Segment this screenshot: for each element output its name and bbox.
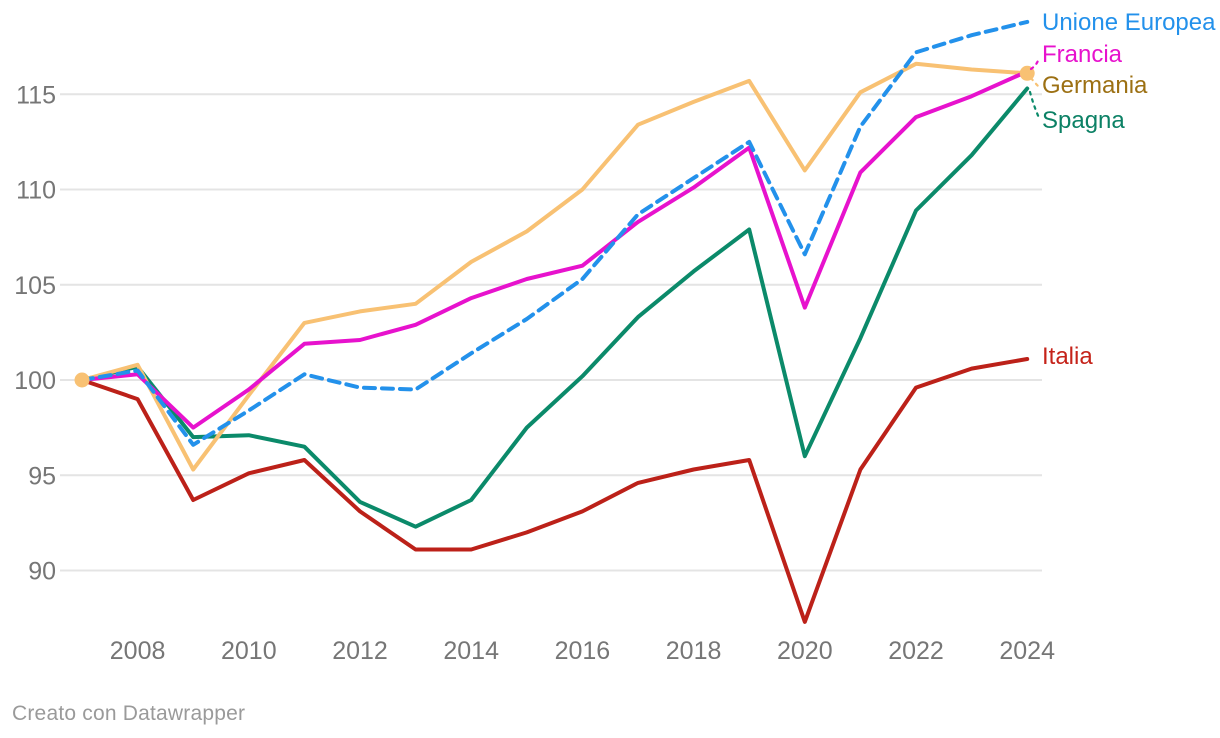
x-axis-tick-label: 2010 — [221, 637, 277, 665]
x-axis-tick-label: 2022 — [888, 637, 944, 665]
y-axis-tick-label: 95 — [28, 462, 56, 490]
series-line-unione-europea — [80, 19, 1030, 447]
legend-leader-francia — [1029, 56, 1041, 71]
x-axis-tick-label: 2020 — [777, 637, 833, 665]
legend-label-unione-europea: Unione Europea — [1042, 9, 1216, 36]
y-axis-tick-label: 100 — [14, 367, 56, 395]
legend-label-germania: Germania — [1042, 72, 1148, 99]
y-axis-tick-label: 110 — [16, 177, 56, 205]
x-axis-tick-label: 2014 — [443, 637, 499, 665]
series-line-germania — [80, 61, 1030, 472]
x-axis-tick-label: 2016 — [555, 637, 611, 665]
x-axis-tick-label: 2024 — [999, 637, 1055, 665]
legend-label-spagna: Spagna — [1042, 107, 1125, 134]
datawrapper-attribution[interactable]: Creato con Datawrapper — [12, 702, 246, 725]
y-axis-tick-label: 90 — [28, 558, 56, 586]
y-axis-tick-label: 105 — [14, 272, 56, 300]
x-axis-tick-label: 2012 — [332, 637, 388, 665]
series-line-francia — [80, 69, 1030, 430]
legend-leader-germania — [1029, 76, 1041, 89]
legend-label-italia: Italia — [1042, 343, 1093, 370]
series-line-italia — [80, 357, 1030, 624]
series-line-spagna — [80, 86, 1030, 529]
x-axis-tick-label: 2018 — [666, 637, 722, 665]
legend-leader-spagna — [1028, 90, 1042, 122]
x-axis-tick-label: 2008 — [110, 637, 166, 665]
series-endpoint-dot-germania — [74, 372, 90, 388]
y-axis-tick-label: 115 — [16, 81, 56, 109]
legend-label-francia: Francia — [1042, 41, 1123, 68]
